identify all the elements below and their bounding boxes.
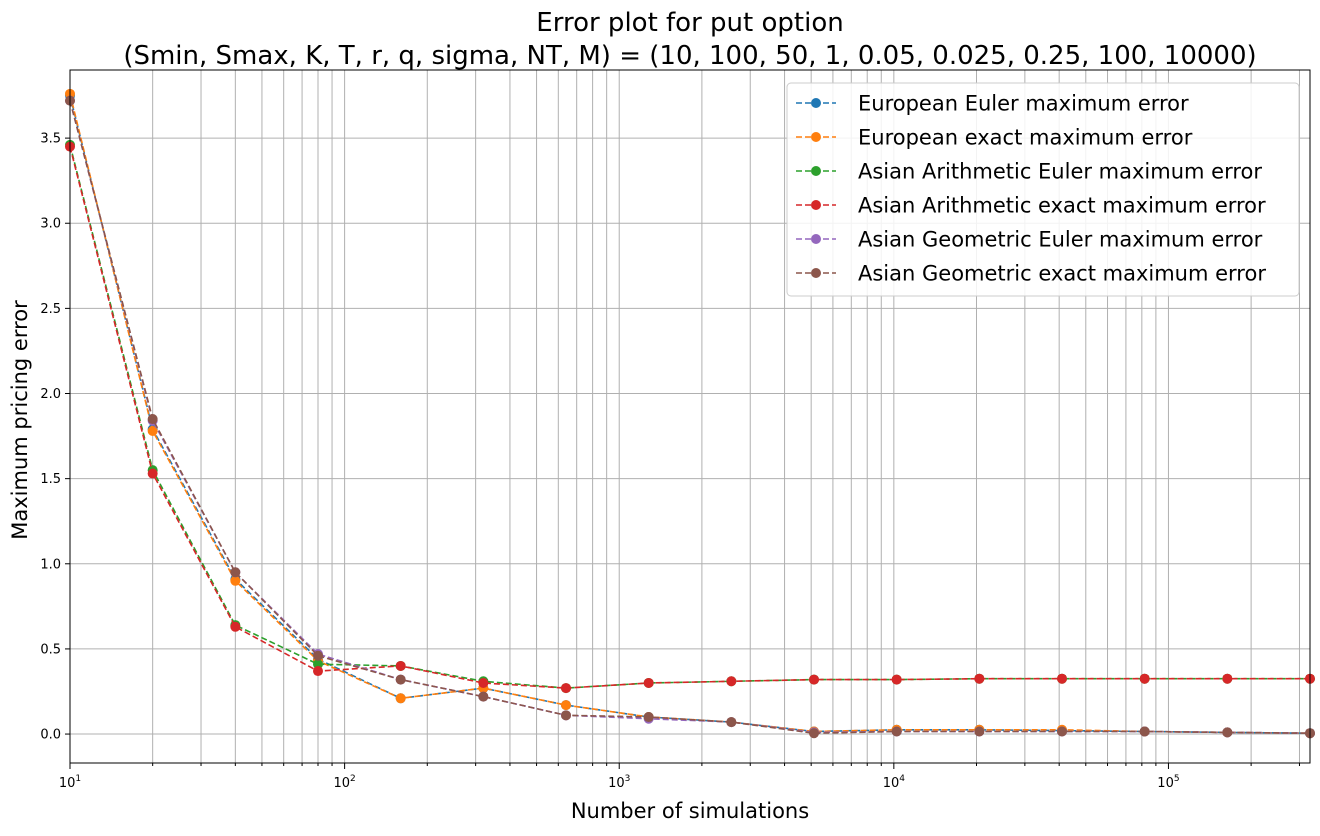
y-axis-label: Maximum pricing error (8, 300, 32, 540)
data-point (1057, 673, 1067, 684)
y-tick-label: 1.5 (40, 472, 61, 487)
chart-title-line2: (Smin, Smax, K, T, r, q, sigma, NT, M) =… (123, 41, 1256, 71)
y-tick-label: 2.5 (40, 302, 61, 317)
tick-layer: 101 102 103 104 105 0.0 0.5 1.0 1.5 2.0 2.5 3.0 3.5 (40, 132, 1300, 791)
data-point (974, 673, 985, 684)
y-tick-label: 3.5 (40, 132, 61, 147)
data-point (726, 676, 737, 687)
data-point (891, 674, 902, 685)
data-point (478, 677, 489, 688)
series-5 (65, 95, 1315, 739)
legend: European Euler maximum error European exa… (786, 82, 1300, 297)
series-line (69, 95, 1311, 734)
data-point (1222, 673, 1233, 684)
x-axis-label: Number of simulations (571, 799, 809, 823)
series-line (69, 100, 1311, 735)
y-tick-label: 0.5 (40, 642, 61, 657)
y-tick-label: 0.0 (40, 728, 61, 743)
legend-label: Asian Geometric exact maximum error (858, 262, 1266, 286)
data-point (561, 710, 571, 721)
x-tick-label: 102 (333, 774, 355, 791)
legend-item: Asian Geometric Euler maximum error (796, 228, 1263, 252)
data-point (809, 728, 819, 739)
y-tick-label: 2.0 (40, 387, 61, 402)
data-point (230, 575, 241, 586)
series-line (69, 144, 1310, 689)
legend-label: Asian Arithmetic exact maximum error (858, 194, 1266, 218)
data-point (313, 666, 323, 677)
data-point (395, 674, 406, 685)
data-point (147, 468, 158, 479)
data-point (478, 691, 489, 702)
legend-item: Asian Geometric exact maximum error (796, 262, 1266, 286)
x-tick-label: 103 (608, 774, 630, 791)
x-tick-label: 104 (883, 774, 906, 791)
grid-layer (69, 70, 1310, 763)
data-point (974, 726, 985, 737)
legend-label: Asian Geometric Euler maximum error (858, 228, 1263, 252)
data-point (395, 660, 406, 671)
legend-marker (811, 98, 821, 108)
legend-marker (811, 200, 821, 210)
data-point (561, 683, 571, 694)
series-line (69, 146, 1310, 689)
legend-label: Asian Arithmetic Euler maximum error (858, 160, 1262, 184)
legend-marker (811, 234, 821, 244)
plot-frame (69, 69, 1311, 764)
data-point (643, 677, 654, 688)
data-point (230, 567, 241, 578)
legend-item: European Euler maximum error (796, 92, 1189, 116)
data-point (147, 414, 158, 425)
series-layer (65, 88, 1315, 739)
chart-title-line1: Error plot for put option (536, 8, 843, 38)
legend-marker (811, 132, 821, 142)
data-point (147, 425, 158, 436)
legend-item: Asian Arithmetic Euler maximum error (796, 160, 1262, 184)
data-point (395, 693, 406, 704)
data-point (643, 712, 654, 723)
x-tick-label: 105 (1157, 774, 1179, 791)
y-tick-label: 1.0 (40, 557, 61, 572)
series-3 (65, 141, 1315, 694)
data-point (809, 674, 819, 685)
legend-item: European exact maximum error (796, 126, 1193, 150)
x-tick-label: 101 (59, 774, 81, 791)
data-point (726, 717, 737, 728)
data-point (313, 650, 323, 661)
data-point (1139, 673, 1150, 684)
data-point (1057, 726, 1067, 737)
legend-label: European exact maximum error (858, 126, 1193, 150)
legend-item: Asian Arithmetic exact maximum error (796, 194, 1266, 218)
data-point (561, 700, 571, 711)
data-point (230, 621, 241, 632)
legend-frame (786, 82, 1300, 297)
y-tick-label: 3.0 (40, 217, 61, 232)
legend-marker (811, 268, 821, 278)
data-point (1222, 727, 1233, 738)
legend-marker (811, 166, 821, 176)
data-point (1139, 726, 1150, 737)
data-point (891, 726, 902, 737)
legend-label: European Euler maximum error (858, 92, 1189, 116)
